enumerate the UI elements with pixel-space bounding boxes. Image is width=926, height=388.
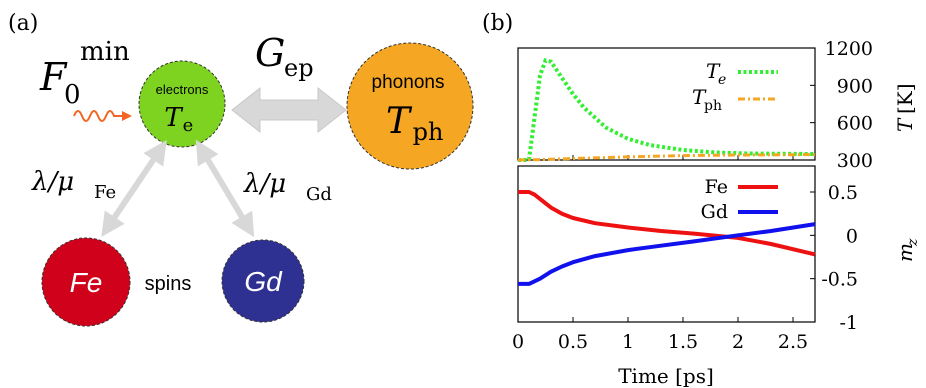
- x-axis-label: Time [ps]: [618, 364, 714, 388]
- x-tick-label: 2: [732, 331, 744, 353]
- top-y-axis-ticks: 300 600 900 1200: [810, 38, 873, 172]
- bottom-y-axis-label-sub: z: [905, 238, 921, 247]
- coupling-ep-main: G: [255, 31, 285, 75]
- coupling-gd-label: λ/μ Gd: [243, 169, 332, 205]
- x-tick-label: 1: [622, 331, 634, 353]
- electrons-title: electrons: [156, 82, 209, 97]
- x-axis-ticks: 0 0.5 1 1.5 2 2.5: [512, 155, 808, 353]
- fluence-sub: 0: [64, 80, 81, 110]
- legend-te-main: T: [706, 59, 721, 83]
- bottom-y-axis-ticks: -1 -0.5 0 0.5: [810, 182, 858, 334]
- coupling-ep-label: G ep: [255, 31, 314, 82]
- gd-spin-circle: [221, 239, 305, 323]
- panel-a-label: (a): [8, 11, 38, 36]
- panel-a-diagram: (a) F 0 min G ep electrons T e phonons T…: [8, 11, 474, 327]
- x-tick-label: 0: [512, 331, 524, 353]
- legend-gd-label: Gd: [701, 201, 728, 223]
- x-tick-label: 2.5: [778, 331, 808, 353]
- x-tick-label: 0.5: [558, 331, 588, 353]
- electron-fe-arrow-icon: [101, 140, 167, 237]
- coupling-fe-sub: Fe: [94, 182, 116, 203]
- top-plot-series: [517, 58, 816, 162]
- top-legend: T e T ph: [692, 59, 778, 114]
- top-y-tick-label: 600: [837, 113, 873, 135]
- bottom-y-tick-label: 0.5: [828, 182, 858, 204]
- series-line-t-ph: [517, 153, 816, 162]
- coupling-gd-sub: Gd: [306, 184, 332, 205]
- fe-spin-circle: [41, 237, 131, 327]
- phonons-title: phonons: [372, 72, 445, 93]
- bottom-plot-series: [518, 190, 816, 286]
- top-y-tick-label: 300: [837, 150, 873, 172]
- legend-tph-main: T: [692, 85, 707, 109]
- panel-b-chart: (b) 0 0.5 1 1.5 2 2.5 300 600 900 1200 -1 -0.5 0 0.…: [482, 11, 921, 388]
- electron-phonon-arrow-icon: [231, 86, 347, 134]
- electron-gd-arrow-icon: [195, 139, 255, 238]
- coupling-fe-label: λ/μ Fe: [31, 167, 116, 203]
- series-line-gd: [518, 222, 816, 286]
- top-y-tick-label: 1200: [825, 38, 873, 60]
- top-y-axis-label: T [K]: [893, 83, 917, 132]
- electrons-temp-main: T: [164, 103, 183, 133]
- bottom-y-tick-label: -1: [839, 312, 858, 334]
- phonons-temp-main: T: [386, 101, 413, 142]
- bottom-y-tick-label: -0.5: [821, 269, 858, 291]
- coupling-gd-main: λ/μ: [243, 169, 286, 199]
- phonons-temp-sub: ph: [413, 118, 444, 146]
- electrons-circle: [138, 60, 226, 148]
- bottom-legend: Fe Gd: [701, 176, 778, 223]
- bottom-plot-frame: [517, 165, 816, 323]
- top-y-tick-label: 900: [837, 75, 873, 97]
- bottom-y-axis-label-main: m: [893, 243, 917, 262]
- electrons-temp-sub: e: [183, 115, 194, 136]
- fluence-label: F 0 min: [39, 37, 130, 110]
- top-plot-frame: [517, 47, 816, 161]
- bottom-y-tick-label: 0: [846, 225, 858, 247]
- top-y-axis-label-unit: [K]: [893, 83, 917, 114]
- legend-tph-sub: ph: [704, 98, 722, 114]
- legend-fe-label: Fe: [705, 176, 728, 198]
- coupling-ep-sub: ep: [284, 54, 314, 82]
- laser-pulse-icon: [73, 110, 132, 122]
- panel-b-label: (b): [482, 11, 513, 36]
- gd-label: Gd: [244, 266, 283, 297]
- series-line-t-e: [518, 58, 816, 162]
- x-tick-label: 1.5: [668, 331, 698, 353]
- top-y-axis-label-main: T: [893, 117, 917, 132]
- fluence-sup: min: [80, 37, 130, 67]
- fe-label: Fe: [70, 267, 103, 298]
- phonons-circle: [346, 42, 474, 170]
- bottom-y-axis-label: m z: [893, 238, 921, 262]
- legend-te-sub: e: [718, 72, 726, 88]
- fluence-main: F: [39, 55, 68, 99]
- spins-label: spins: [145, 273, 192, 295]
- coupling-fe-main: λ/μ: [31, 167, 74, 197]
